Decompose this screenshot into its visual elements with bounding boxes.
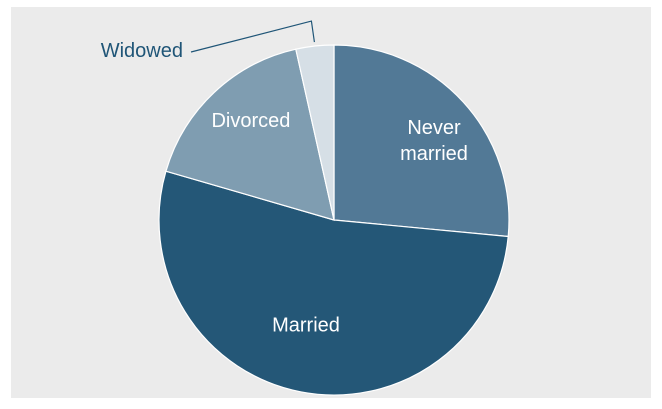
pie-labels: Never married Married Divorced Widowed bbox=[101, 20, 468, 337]
pie-slice-never-married bbox=[333, 44, 510, 238]
slice-label-married: Married bbox=[272, 315, 340, 337]
leader-line-widowed bbox=[190, 20, 315, 53]
slice-label-line: Married bbox=[272, 315, 340, 337]
slice-label-never-married: Never married bbox=[400, 117, 468, 165]
slice-label-line: Divorced bbox=[211, 110, 290, 132]
slice-label-line: married bbox=[400, 143, 468, 165]
slice-label-line: Never bbox=[407, 117, 461, 139]
slice-label-widowed: Widowed bbox=[101, 40, 183, 62]
pie-slices bbox=[158, 44, 510, 396]
slice-label-divorced: Divorced bbox=[211, 110, 290, 132]
pie-slice-married bbox=[158, 170, 509, 396]
pie-slice-divorced bbox=[165, 48, 335, 221]
pie-slice-widowed bbox=[295, 44, 335, 221]
